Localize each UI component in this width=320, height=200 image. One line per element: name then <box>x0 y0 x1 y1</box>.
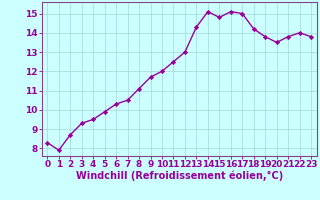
X-axis label: Windchill (Refroidissement éolien,°C): Windchill (Refroidissement éolien,°C) <box>76 171 283 181</box>
